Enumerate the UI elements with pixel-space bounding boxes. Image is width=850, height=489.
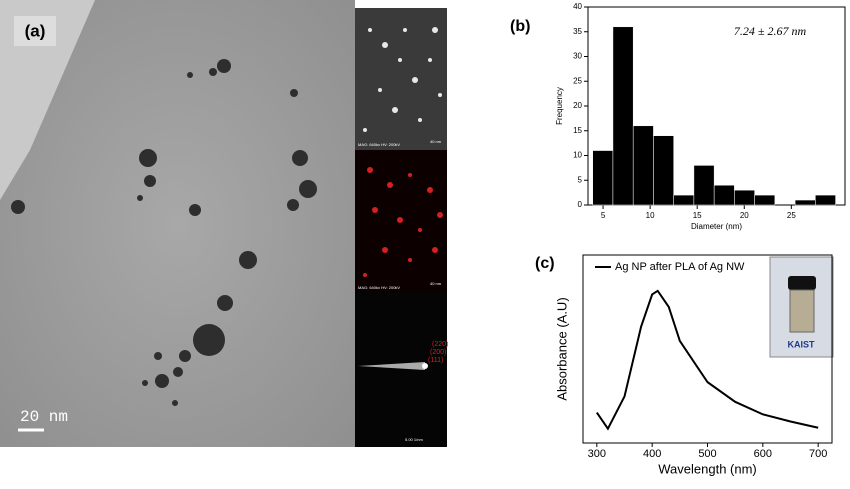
x-tick-label: 10 <box>646 211 655 220</box>
ring-label: (111) <box>428 357 443 364</box>
ring-label: (220) <box>432 341 448 348</box>
y-tick-label: 10 <box>573 151 582 160</box>
saed-image <box>355 292 447 447</box>
x-tick-label: 5 <box>601 211 606 220</box>
x-tick-label: 300 <box>588 448 606 460</box>
x-tick-label: 20 <box>740 211 749 220</box>
label-box <box>14 16 56 46</box>
ring-label: (200) <box>430 349 446 356</box>
inset-text: KAIST <box>788 339 816 349</box>
image-info: MAG: 640kx HV: 200kV <box>358 285 400 290</box>
bar <box>693 165 715 206</box>
y-tick-label: 15 <box>573 126 582 135</box>
red-dots <box>363 167 443 277</box>
x-tick-label: 500 <box>698 448 716 460</box>
nanoparticles <box>11 59 317 406</box>
legend-label: Ag NP after PLA of Ag NW <box>615 261 745 273</box>
beam-stop <box>358 362 425 370</box>
y-tick-label: 35 <box>573 27 582 36</box>
y-tick-label: 40 <box>573 2 582 11</box>
x-tick-label: 700 <box>809 448 827 460</box>
panel-label: (c) <box>535 255 555 272</box>
annotation: 7.24 ± 2.67 nm <box>734 24 807 38</box>
panel-label: (b) <box>510 18 530 35</box>
y-tick-label: 20 <box>573 101 582 110</box>
bar <box>734 189 755 206</box>
image-scale: 40 nm <box>430 281 442 286</box>
vial-cap <box>788 276 816 290</box>
x-axis-label: Diameter (nm) <box>691 222 742 231</box>
y-axis-label: Absorbance (A.U) <box>554 297 569 400</box>
vial <box>789 289 815 333</box>
tem-edge <box>0 0 95 200</box>
y-tick-label: 30 <box>573 52 582 61</box>
x-axis-label: Wavelength (nm) <box>658 461 757 476</box>
central-spot <box>422 363 428 369</box>
y-tick-label: 5 <box>578 175 583 184</box>
image-scale: 40 nm <box>430 139 442 144</box>
x-tick-label: 25 <box>787 211 796 220</box>
bright-dots <box>363 27 442 132</box>
scale-text: 20 nm <box>20 408 68 426</box>
bar <box>713 184 735 206</box>
x-tick-label: 15 <box>693 211 702 220</box>
bar <box>673 194 695 206</box>
image-info: MAG: 640kx HV: 200kV <box>358 142 400 147</box>
bar <box>592 150 614 206</box>
y-tick-label: 0 <box>578 200 583 209</box>
bar <box>754 194 776 206</box>
y-tick-label: 25 <box>573 76 582 85</box>
x-tick-label: 400 <box>643 448 661 460</box>
bar <box>794 199 816 206</box>
x-tick-label: 600 <box>754 448 772 460</box>
bar <box>632 125 654 206</box>
image-scale: 5.00 1/nm <box>405 437 423 442</box>
y-axis-label: Frequency <box>555 87 564 125</box>
line <box>596 289 819 431</box>
bar <box>612 26 634 206</box>
bar <box>653 135 674 206</box>
bar <box>815 194 836 206</box>
panel-label: (a) <box>25 21 46 40</box>
